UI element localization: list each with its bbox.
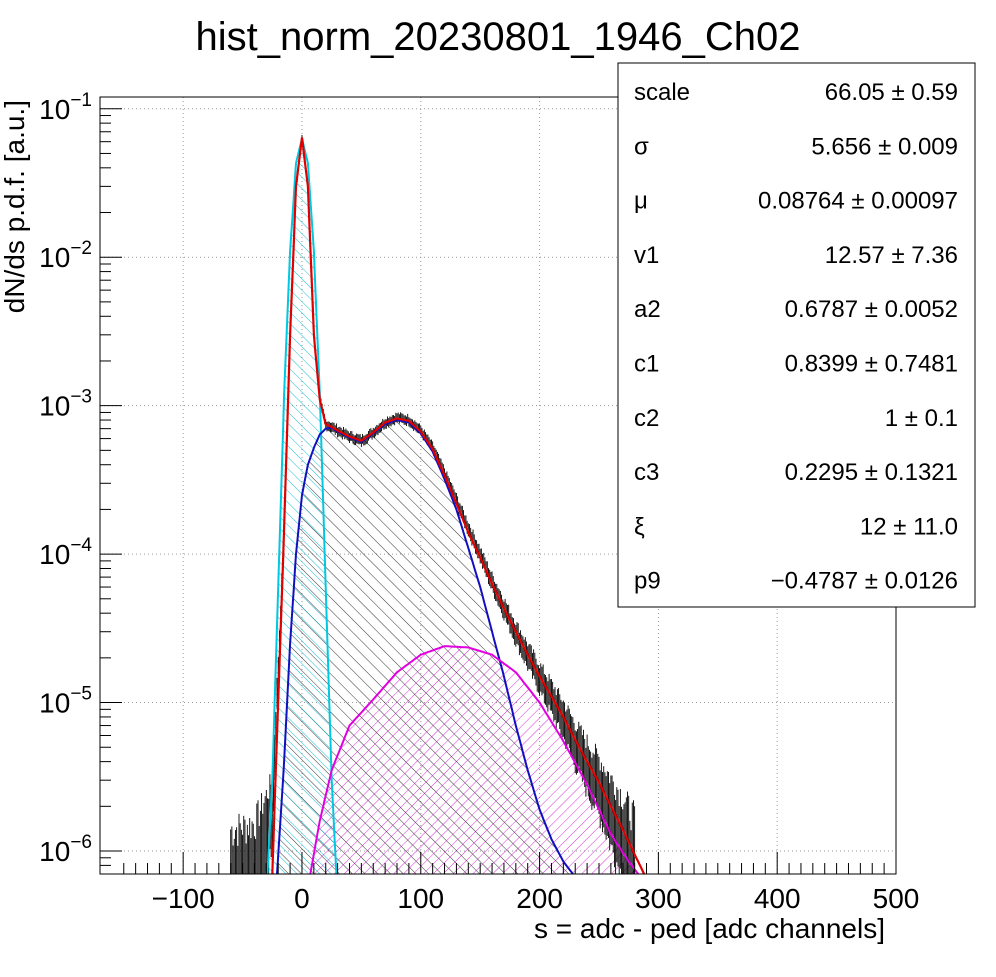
component-fills [267, 138, 639, 874]
stat-name: v1 [634, 242, 659, 269]
y-tick-label: 10−3 [39, 387, 92, 422]
stat-name: c2 [634, 405, 659, 432]
second-peak-curve [309, 645, 639, 874]
x-tick-label: 300 [635, 883, 682, 914]
stat-name: ξ [634, 513, 645, 540]
stat-value: 1 ± 0.1 [885, 405, 958, 432]
x-tick-label: −100 [152, 883, 215, 914]
x-tick-label: 0 [294, 883, 310, 914]
y-tick-label: 10−4 [39, 535, 92, 570]
signal-curve [276, 418, 574, 874]
stat-value: 12 ± 11.0 [860, 513, 958, 540]
stat-value: 0.2295 ± 0.1321 [785, 459, 958, 486]
stat-name: scale [634, 79, 690, 106]
stat-value: 0.08764 ± 0.00097 [758, 188, 958, 215]
stat-value: 66.05 ± 0.59 [825, 79, 958, 106]
y-tick-label: 10−6 [39, 832, 92, 867]
y-tick-label: 10−5 [39, 684, 92, 719]
stats-box-frame [617, 62, 976, 608]
x-tick-label: 100 [397, 883, 444, 914]
stat-name: c3 [634, 459, 659, 486]
chart-title: hist_norm_20230801_1946_Ch02 [196, 15, 801, 59]
stat-value: 0.8399 ± 0.7481 [785, 351, 958, 378]
y-tick-label: 10−2 [39, 238, 92, 273]
stat-name: p9 [634, 568, 661, 595]
y-axis: 10−1 10−2 10−3 10−4 10−5 10−6 [39, 90, 122, 875]
stat-value: −0.4787 ± 0.0126 [771, 568, 958, 595]
total-fit-curve [271, 137, 646, 874]
x-axis-label: s = adc - ped [adc channels] [534, 913, 885, 944]
fit-curves [266, 137, 646, 874]
x-tick-label: 500 [873, 883, 920, 914]
stat-name: a2 [634, 296, 661, 323]
stat-name: μ [634, 188, 648, 215]
stat-name: σ [634, 133, 649, 160]
second-peak-hatch-fill [310, 646, 639, 874]
x-axis: −100 0 100 200 300 400 500 [123, 852, 920, 914]
stat-value: 0.6787 ± 0.0052 [785, 296, 958, 323]
stat-value: 12.57 ± 7.36 [825, 242, 958, 269]
x-tick-label: 400 [754, 883, 801, 914]
fit-stats-box: scale 66.05 ± 0.59 σ 5.656 ± 0.009 μ 0.08764 … [617, 62, 976, 608]
stat-name: c1 [634, 351, 659, 378]
x-tick-label: 200 [516, 883, 563, 914]
y-axis-label: dN/ds p.d.f. [a.u.] [0, 100, 30, 313]
y-tick-label: 10−1 [39, 90, 92, 125]
stat-value: 5.656 ± 0.009 [811, 133, 958, 160]
pedestal-hatch-fill [267, 138, 337, 874]
